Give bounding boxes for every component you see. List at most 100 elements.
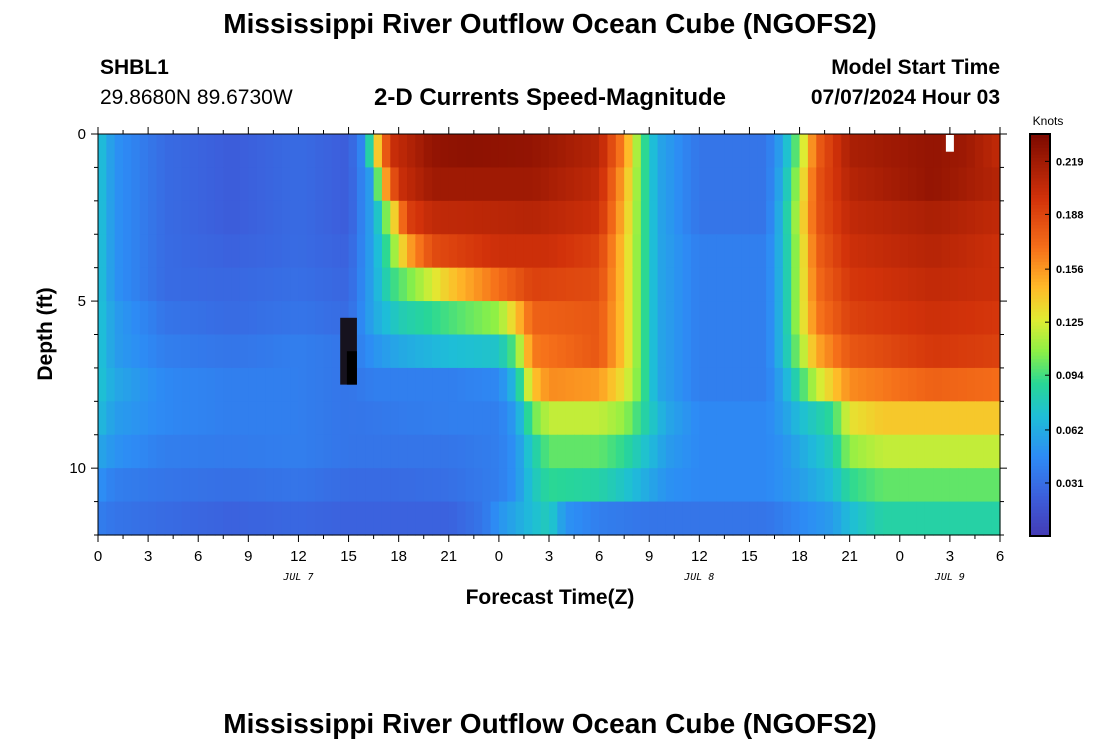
heatmap-cell: [381, 167, 391, 202]
heatmap-cell: [924, 167, 934, 202]
heatmap-cell: [983, 401, 993, 436]
heatmap-cell: [323, 367, 333, 402]
heatmap-cell: [607, 334, 617, 369]
heatmap-cell: [156, 434, 166, 469]
heatmap-cell: [649, 501, 659, 536]
heatmap-cell: [958, 334, 968, 369]
heatmap-cell: [908, 401, 918, 436]
x-tick-label: 3: [144, 548, 152, 565]
heatmap-cell: [181, 134, 191, 169]
colorbar-swatch: [1030, 358, 1050, 363]
colorbar-swatch: [1030, 304, 1050, 309]
heatmap-cell: [933, 267, 943, 302]
heatmap-cell: [824, 501, 834, 536]
x-axis: 0 3 6 9 12 15 18 21 0 3 6 9 12 15 18 21 0 3 6 JUL 7 JUL 8 JUL…: [94, 127, 1004, 583]
heatmap-cell: [423, 234, 433, 269]
heatmap-cell: [440, 334, 450, 369]
heatmap-cell: [315, 434, 325, 469]
colorbar-swatch: [1030, 294, 1050, 299]
heatmap-cell: [189, 434, 199, 469]
heatmap-cell: [423, 200, 433, 235]
heatmap-cell: [139, 200, 149, 235]
heatmap-cell: [607, 200, 617, 235]
heatmap-cell: [565, 301, 575, 336]
heatmap-cell: [599, 501, 609, 536]
heatmap-cell: [265, 134, 274, 169]
heatmap-cell: [732, 334, 742, 369]
heatmap-cell: [883, 367, 893, 402]
colorbar-tick-label: 0.062: [1056, 425, 1084, 437]
heatmap-cell: [281, 367, 291, 402]
heatmap-cell: [214, 334, 224, 369]
heatmap-cell: [899, 167, 909, 202]
heatmap-cell: [732, 367, 742, 402]
heatmap-cell: [223, 234, 233, 269]
heatmap-cell: [707, 367, 717, 402]
colorbar-swatch: [1030, 452, 1050, 457]
missing-data-cells: [340, 135, 954, 385]
heatmap-cell: [173, 267, 183, 302]
heatmap-cell: [407, 468, 416, 503]
heatmap-cell: [214, 468, 224, 503]
heatmap-cell: [331, 301, 341, 336]
heatmap-cell: [398, 134, 408, 169]
heatmap-cell: [549, 501, 558, 536]
heatmap-cell: [281, 200, 291, 235]
heatmap-cell: [507, 301, 517, 336]
heatmap-cell: [549, 167, 558, 202]
heatmap-cell: [757, 434, 767, 469]
colorbar-swatch: [1030, 170, 1050, 175]
heatmap-cell: [807, 468, 817, 503]
heatmap-cell: [774, 501, 784, 536]
heatmap-cell: [624, 200, 634, 235]
heatmap-cell: [724, 468, 734, 503]
heatmap-cell: [941, 167, 951, 202]
heatmap-cell: [490, 367, 500, 402]
heatmap-cell: [440, 501, 450, 536]
heatmap-cell: [916, 334, 926, 369]
heatmap-cell: [891, 301, 901, 336]
heatmap-cell: [941, 468, 951, 503]
heatmap-cell: [265, 200, 274, 235]
heatmap-cell: [565, 401, 575, 436]
heatmap-cell: [98, 334, 107, 369]
heatmap-cell: [590, 267, 600, 302]
heatmap-cell: [858, 334, 867, 369]
heatmap-cell: [899, 200, 909, 235]
heatmap-cell: [665, 501, 675, 536]
heatmap-cell: [290, 367, 300, 402]
heatmap-cell: [991, 401, 1001, 436]
heatmap-cell: [131, 134, 141, 169]
heatmap-cell: [281, 134, 291, 169]
colorbar-swatch: [1030, 415, 1050, 420]
heatmap-cell: [991, 267, 1001, 302]
heatmap-cell: [841, 134, 851, 169]
heatmap-cell: [448, 267, 458, 302]
heatmap-cell: [415, 401, 425, 436]
heatmap-cell: [239, 301, 249, 336]
heatmap-cell: [106, 234, 116, 269]
heatmap-cell: [582, 334, 592, 369]
heatmap-cell: [874, 367, 884, 402]
heatmap-cell: [883, 234, 893, 269]
heatmap-cell: [457, 267, 467, 302]
heatmap-cell: [398, 267, 408, 302]
heatmap-cell: [807, 367, 817, 402]
heatmap-cell: [866, 301, 876, 336]
heatmap-cell: [649, 234, 659, 269]
colorbar-swatch: [1030, 140, 1050, 145]
heatmap-cell: [340, 234, 350, 269]
heatmap-cell: [757, 401, 767, 436]
heatmap-cell: [941, 501, 951, 536]
heatmap-cell: [473, 200, 483, 235]
heatmap-cell: [465, 501, 475, 536]
heatmap-cell: [373, 301, 383, 336]
heatmap-cell: [799, 234, 809, 269]
heatmap-cell: [181, 501, 191, 536]
heatmap-cell: [223, 200, 233, 235]
heatmap-cell: [782, 401, 792, 436]
heatmap-cell: [991, 434, 1001, 469]
heatmap-cell: [323, 301, 333, 336]
colorbar-tick-label: 0.125: [1056, 317, 1084, 329]
colorbar-swatch: [1030, 157, 1050, 162]
